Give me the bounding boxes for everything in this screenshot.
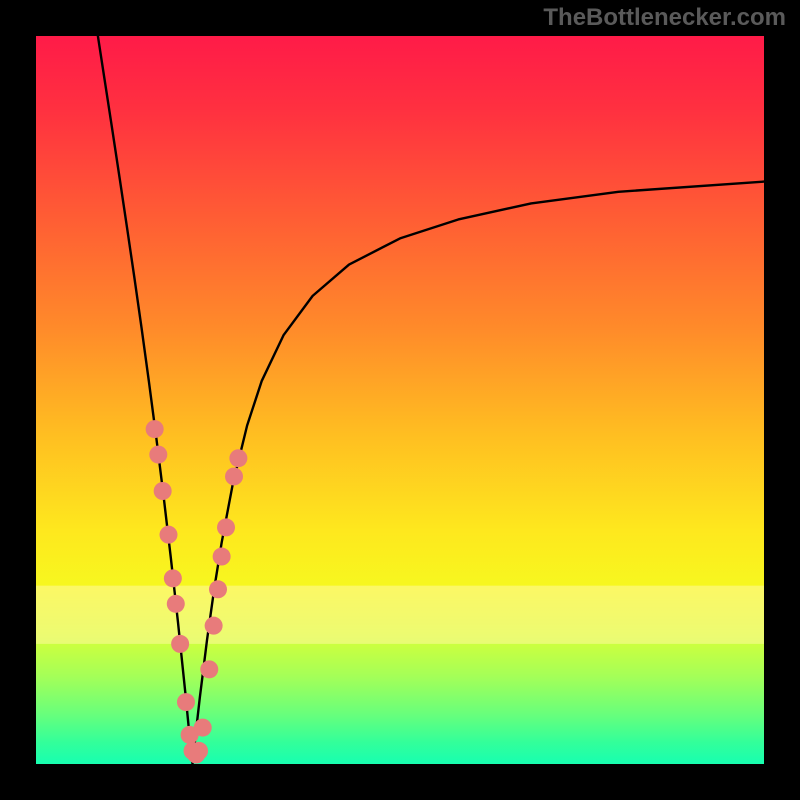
data-point	[160, 526, 178, 544]
data-point	[171, 635, 189, 653]
data-point	[217, 518, 235, 536]
data-point	[164, 569, 182, 587]
data-point	[200, 660, 218, 678]
canvas: TheBottlenecker.com	[0, 0, 800, 800]
chart-svg	[0, 0, 800, 800]
data-point	[154, 482, 172, 500]
data-point	[209, 580, 227, 598]
data-point	[229, 449, 247, 467]
data-point	[225, 467, 243, 485]
plot-background	[36, 36, 764, 764]
data-point	[149, 446, 167, 464]
highlight-band	[36, 586, 764, 644]
data-point	[194, 719, 212, 737]
data-point	[213, 548, 231, 566]
data-point	[177, 693, 195, 711]
data-point	[167, 595, 185, 613]
data-point	[187, 746, 205, 764]
data-point	[205, 617, 223, 635]
watermark-text: TheBottlenecker.com	[543, 4, 786, 32]
data-point	[146, 420, 164, 438]
